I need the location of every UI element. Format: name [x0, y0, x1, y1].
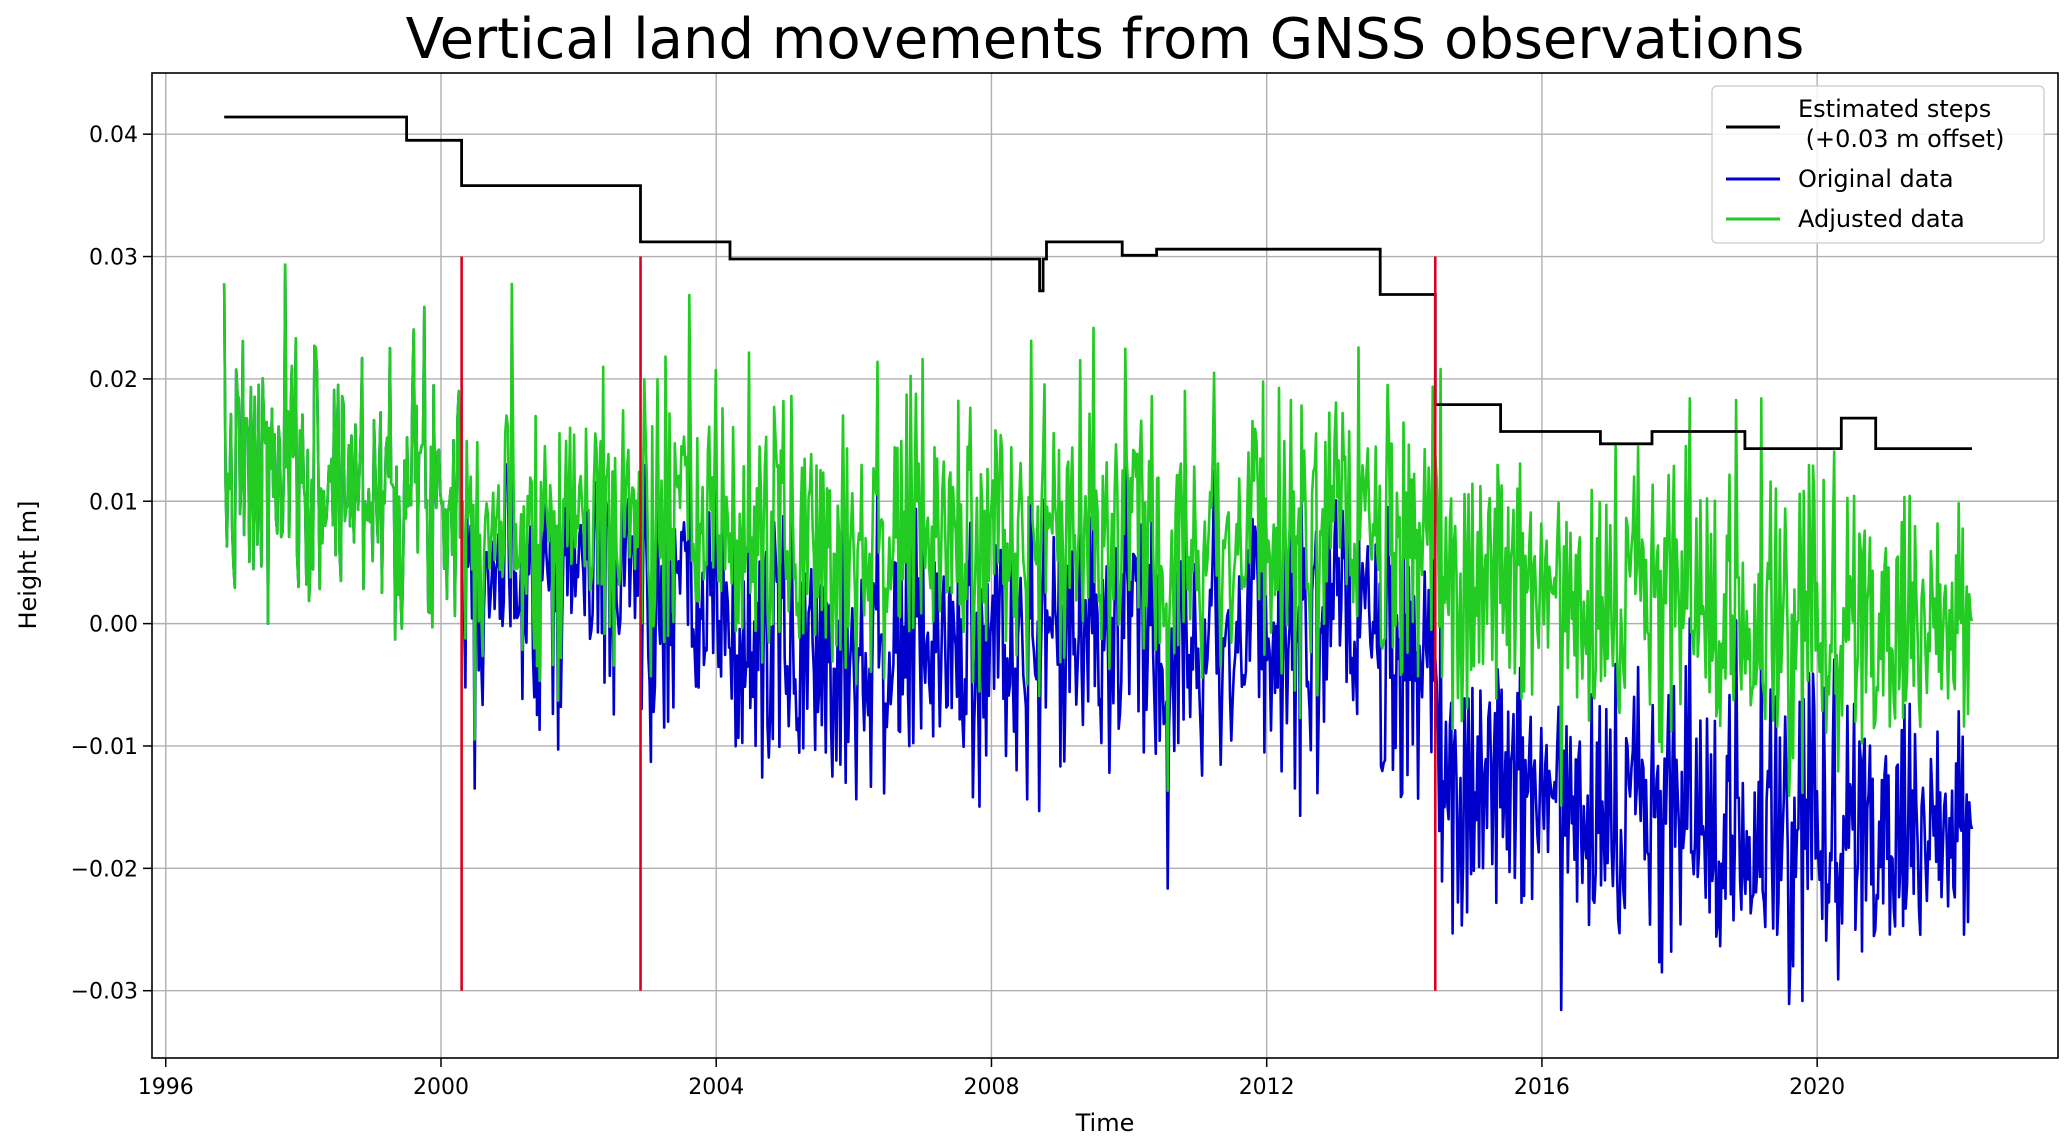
x-tick-label: 2008 — [963, 1075, 1019, 1100]
series-lines — [222, 115, 1974, 1012]
y-tick-label: 0.02 — [89, 368, 138, 393]
legend: Estimated steps (+0.03 m offset) Origina… — [1711, 85, 2045, 244]
series-line-estimated-steps — [224, 115, 1972, 450]
x-axis-ticks: 1996 2000 2004 2008 2012 2016 2020 — [138, 1058, 1845, 1100]
series-line-adjusted-data — [222, 263, 1974, 807]
y-tick-label: −0.03 — [71, 980, 138, 1005]
x-tick-label: 2000 — [413, 1075, 469, 1100]
x-tick-label: 2020 — [1789, 1075, 1845, 1100]
x-tick-label: 1996 — [138, 1075, 194, 1100]
legend-item-estimated-steps: Estimated steps (+0.03 m offset) — [1726, 95, 2004, 153]
y-axis-ticks: −0.03 −0.02 −0.01 0.00 0.01 0.02 0.03 0.04 — [71, 123, 152, 1005]
y-tick-label: 0.00 — [89, 613, 138, 638]
step-markers — [460, 256, 1437, 991]
y-tick-label: −0.01 — [71, 735, 138, 760]
x-tick-label: 2004 — [688, 1075, 744, 1100]
legend-label-adjusted-data: Adjusted data — [1798, 205, 1965, 233]
x-tick-label: 2012 — [1239, 1075, 1295, 1100]
series-line-original-data — [222, 263, 1974, 1012]
y-axis-label: Height [m] — [14, 500, 42, 629]
y-tick-label: 0.04 — [89, 123, 138, 148]
x-tick-label: 2016 — [1514, 1075, 1570, 1100]
x-axis-label: Time — [1075, 1109, 1135, 1137]
legend-label-estimated-steps: Estimated steps — [1798, 95, 1991, 123]
legend-label-original-data: Original data — [1798, 165, 1954, 193]
plot-frame — [151, 72, 2059, 1059]
legend-item-original-data: Original data — [1726, 165, 1954, 193]
y-tick-label: 0.01 — [89, 490, 138, 515]
chart-title: Vertical land movements from GNSS observ… — [406, 7, 1805, 72]
legend-item-adjusted-data: Adjusted data — [1726, 205, 1965, 233]
legend-label-estimated-steps-offset: (+0.03 m offset) — [1798, 125, 2004, 153]
y-tick-label: 0.03 — [89, 246, 138, 271]
y-tick-label: −0.02 — [71, 857, 138, 882]
legend-box — [1711, 85, 2045, 244]
